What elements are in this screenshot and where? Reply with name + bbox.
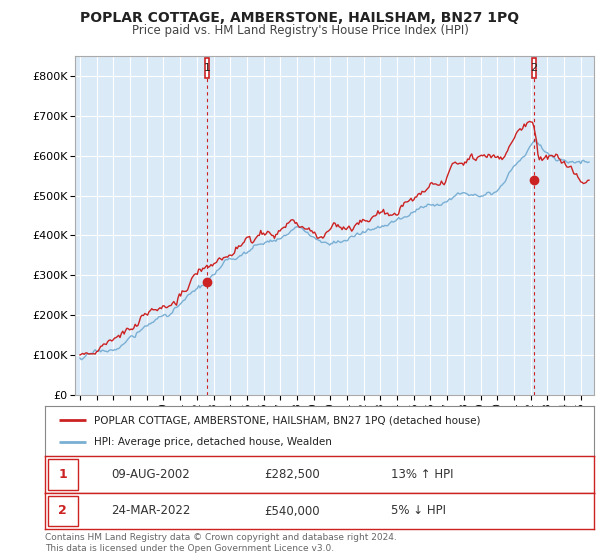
- Text: 2: 2: [58, 505, 67, 517]
- FancyBboxPatch shape: [532, 58, 536, 78]
- Text: 1: 1: [203, 63, 211, 73]
- Text: 13% ↑ HPI: 13% ↑ HPI: [391, 468, 454, 481]
- FancyBboxPatch shape: [205, 58, 209, 78]
- Text: Contains HM Land Registry data © Crown copyright and database right 2024.
This d: Contains HM Land Registry data © Crown c…: [45, 533, 397, 553]
- Text: £540,000: £540,000: [265, 505, 320, 517]
- Text: HPI: Average price, detached house, Wealden: HPI: Average price, detached house, Weal…: [94, 437, 332, 447]
- Text: 5% ↓ HPI: 5% ↓ HPI: [391, 505, 446, 517]
- FancyBboxPatch shape: [48, 496, 78, 526]
- Text: £282,500: £282,500: [265, 468, 320, 481]
- Text: POPLAR COTTAGE, AMBERSTONE, HAILSHAM, BN27 1PQ: POPLAR COTTAGE, AMBERSTONE, HAILSHAM, BN…: [80, 11, 520, 25]
- Text: 24-MAR-2022: 24-MAR-2022: [111, 505, 190, 517]
- Text: Price paid vs. HM Land Registry's House Price Index (HPI): Price paid vs. HM Land Registry's House …: [131, 24, 469, 36]
- Text: POPLAR COTTAGE, AMBERSTONE, HAILSHAM, BN27 1PQ (detached house): POPLAR COTTAGE, AMBERSTONE, HAILSHAM, BN…: [94, 415, 481, 425]
- FancyBboxPatch shape: [48, 459, 78, 490]
- Text: 09-AUG-2002: 09-AUG-2002: [111, 468, 190, 481]
- Text: 2: 2: [530, 63, 538, 73]
- Text: 1: 1: [58, 468, 67, 481]
